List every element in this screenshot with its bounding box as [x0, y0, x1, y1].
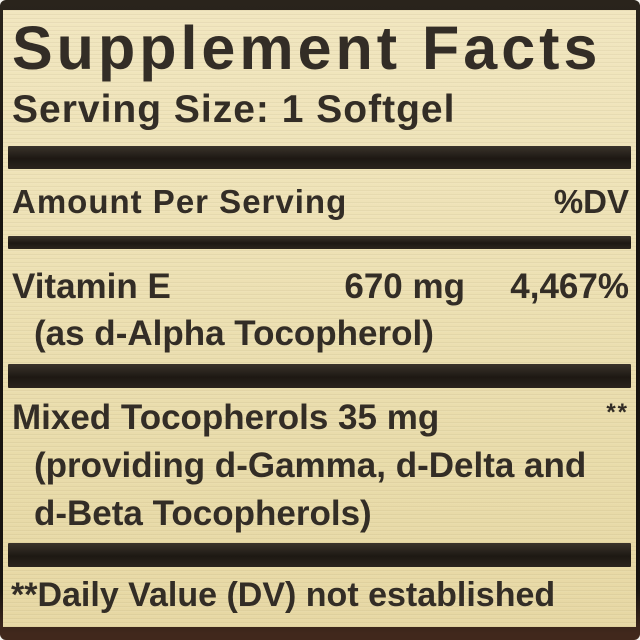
- divider-bar-thick-bottom: [8, 542, 631, 567]
- percent-dv-header: %DV: [553, 183, 629, 221]
- nutrient-daily-value-asterisks: **: [606, 399, 629, 427]
- nutrient-detail-line: (providing d-Gamma, d-Delta and: [34, 445, 587, 485]
- divider-bar-thick-middle: [8, 364, 631, 389]
- divider-bar-thin: [8, 235, 631, 249]
- nutrient-detail: (as d-Alpha Tocopherol): [34, 314, 434, 354]
- divider-bar-thick-top: [8, 146, 631, 170]
- serving-size: Serving Size: 1 Softgel: [12, 88, 456, 132]
- nutrient-amount: 670 mg: [344, 266, 465, 306]
- nutrient-name: Vitamin E: [12, 266, 171, 306]
- nutrient-row-vitamin-e: Vitamin E 670 mg 4,467%: [12, 266, 629, 307]
- label-panel: Supplement Facts Serving Size: 1 Softgel…: [3, 10, 636, 627]
- nutrient-daily-value: 4,467%: [510, 266, 629, 306]
- column-header-row: Amount Per Serving %DV: [12, 182, 629, 222]
- nutrient-row-mixed-tocopherols: Mixed Tocopherols 35 mg **: [12, 397, 629, 438]
- nutrient-name: Mixed Tocopherols 35 mg: [12, 398, 440, 438]
- nutrient-detail-line: d-Beta Tocopherols): [34, 493, 372, 533]
- amount-per-serving-header: Amount Per Serving: [12, 183, 348, 221]
- label-title: Supplement Facts: [12, 14, 602, 82]
- daily-value-footnote: **Daily Value (DV) not established: [11, 575, 556, 614]
